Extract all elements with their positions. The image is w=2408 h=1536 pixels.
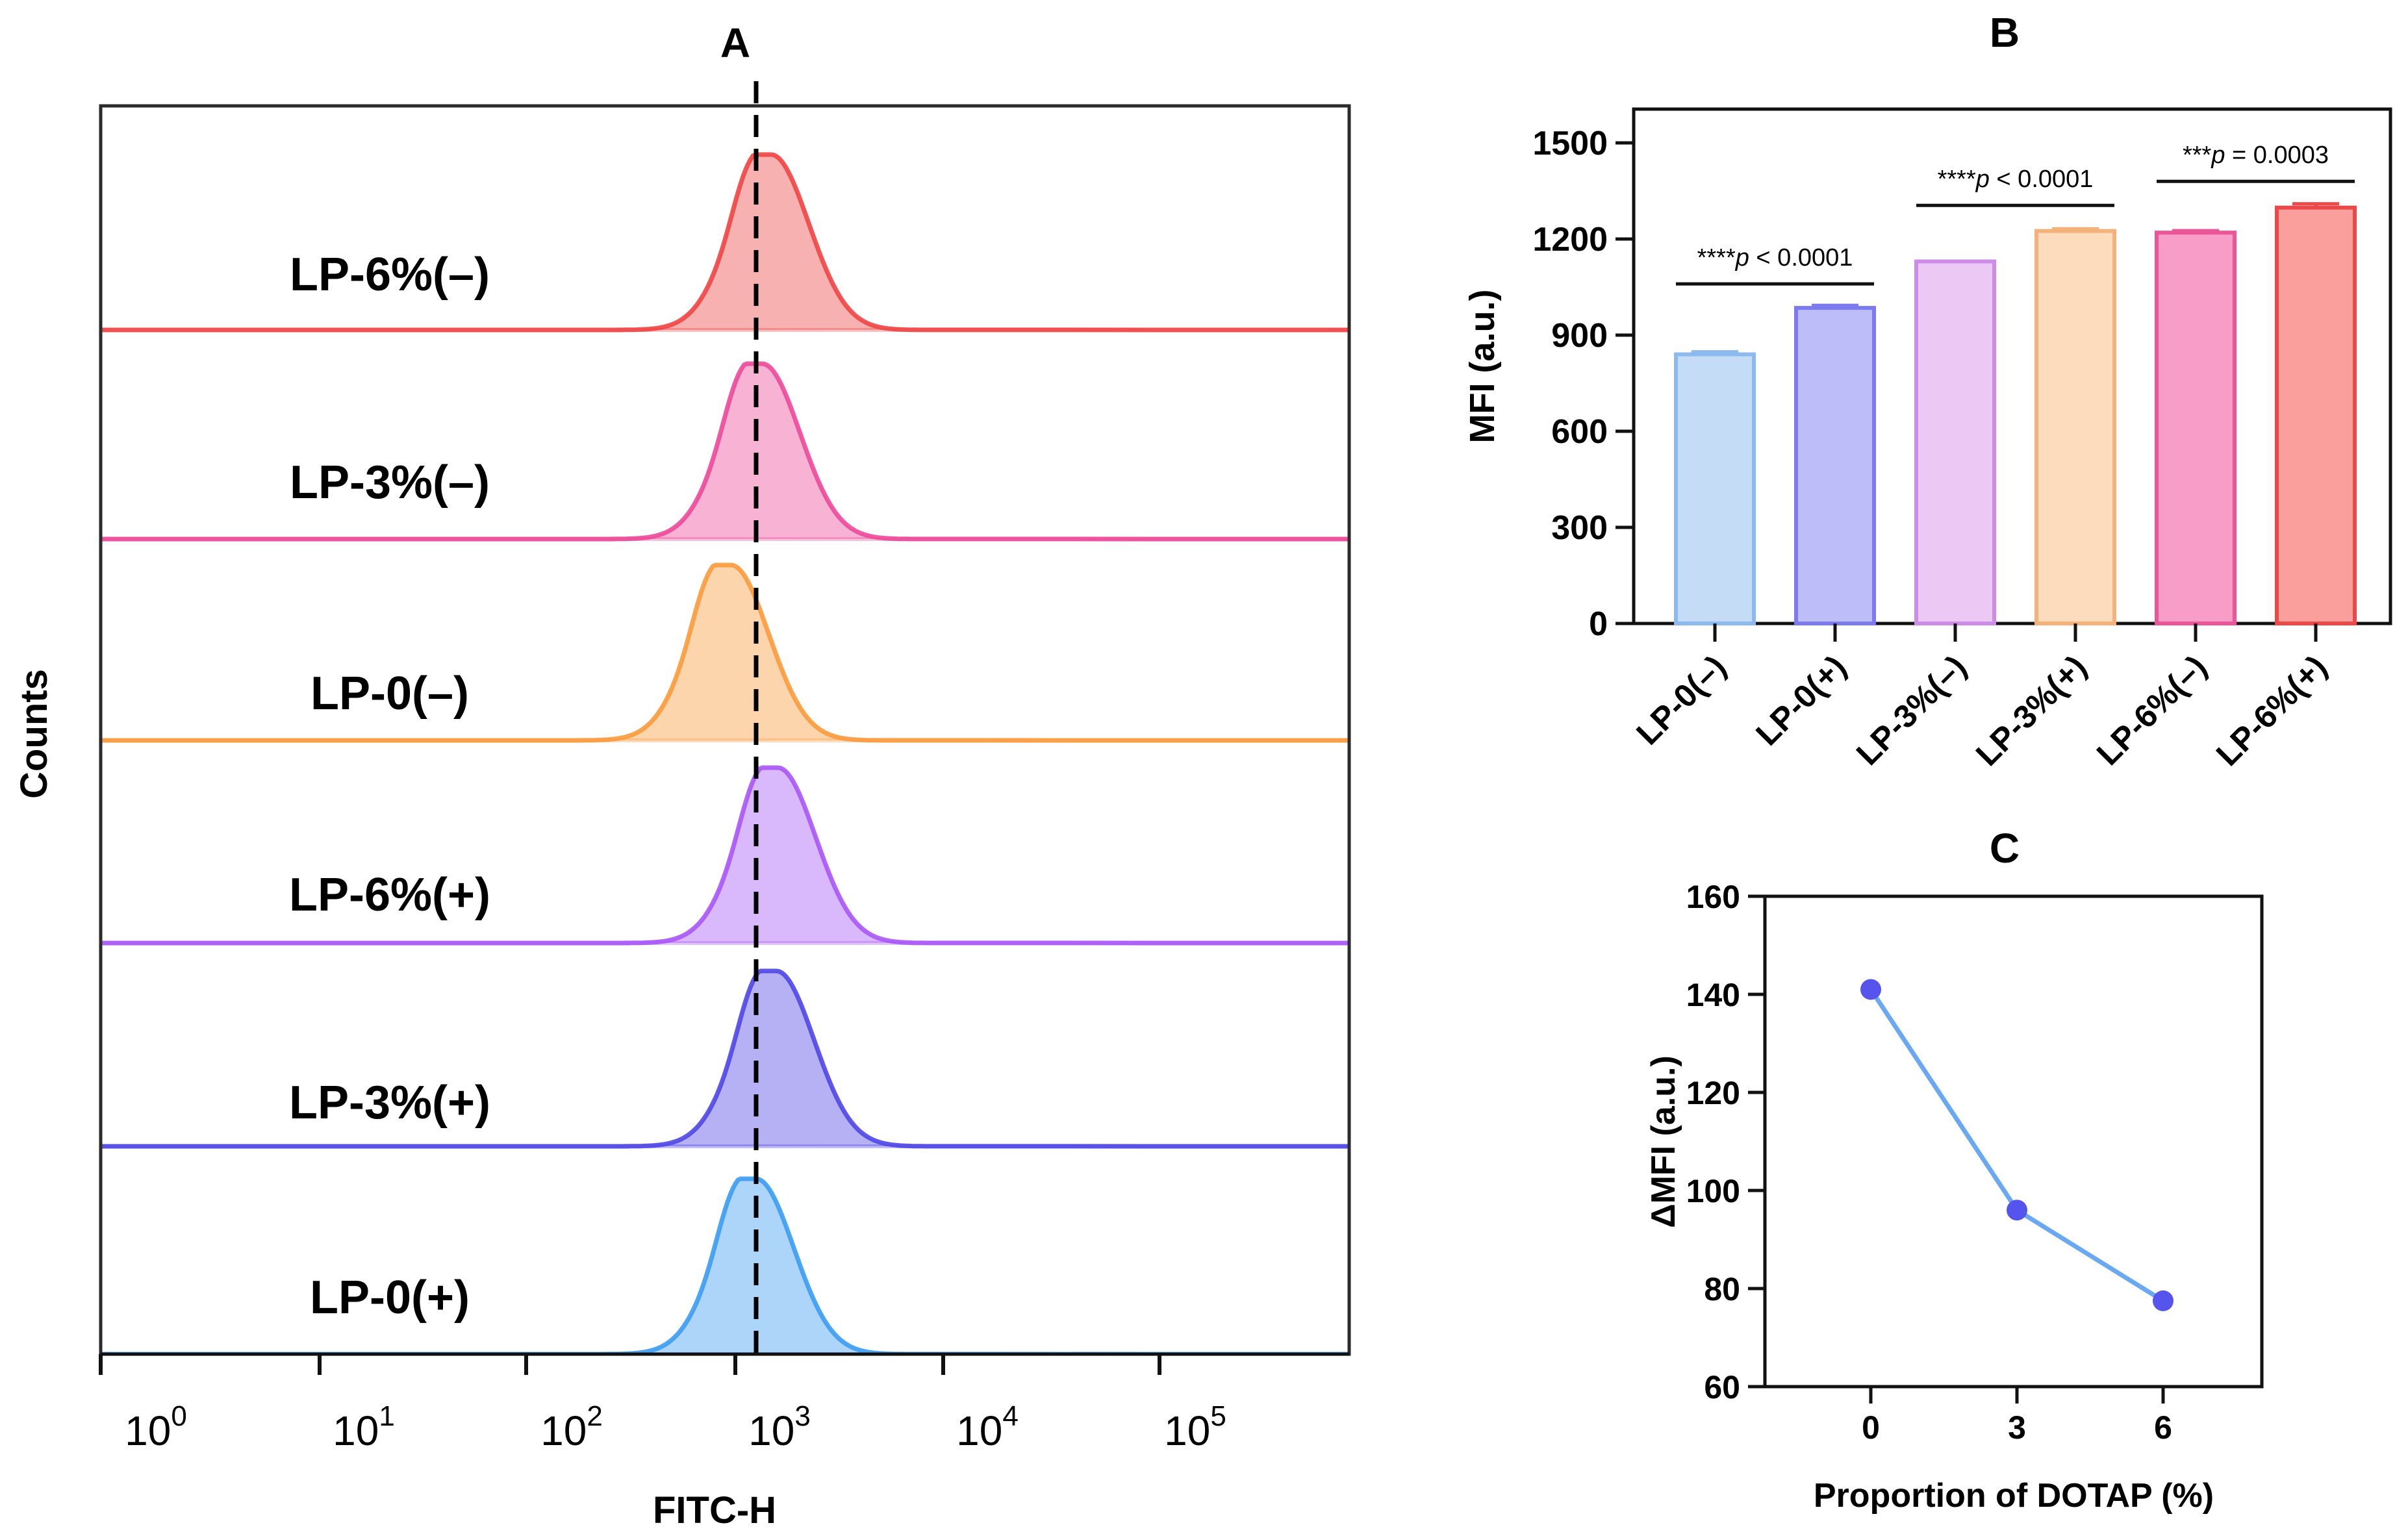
x-tick-label: 104 — [956, 1400, 1019, 1454]
bar-lp-0 — [1674, 352, 1756, 625]
bar-lp-6 — [2155, 231, 2237, 625]
x-tick-label-lp-3: LP-3%(+) — [1969, 648, 2094, 773]
x-tick-label: 0 — [1862, 1409, 1880, 1446]
histogram-fill-lp-6 — [620, 155, 922, 330]
y-tick-label: 100 — [1686, 1173, 1740, 1209]
panel-a-series-labels: LP-6%(–) LP-3%(–) LP-0(–) LP-6%(+) LP-3%(+) L… — [289, 249, 490, 1324]
y-tick-label: 900 — [1551, 317, 1608, 355]
panel-c: C 60 80 100 120 140 160 0 3 6 Proportion of DOTA… — [1645, 825, 2264, 1515]
histogram-fill-lp-3 — [626, 971, 928, 1146]
panel-a-x-axis: 100 101 102 103 104 105 — [99, 1352, 1349, 1454]
panel-c-label: C — [1990, 825, 2020, 872]
histogram-fill-lp-3 — [611, 364, 913, 539]
y-tick-label: 600 — [1551, 413, 1608, 451]
x-tick-label: 6 — [2154, 1409, 2172, 1446]
panel-b-significance: ****p < 0.0001 ****p < 0.0001 ***p = 0.000… — [1676, 142, 2355, 286]
histogram-curve-lp-3 — [101, 361, 1349, 542]
panel-a-x-axis-label: FITC-H — [653, 1489, 776, 1531]
data-point-0 — [1860, 979, 1881, 1000]
series-label-lp-6: LP-6%(–) — [290, 249, 490, 301]
y-tick-label: 1500 — [1532, 125, 1608, 162]
x-tick-label: 101 — [333, 1400, 395, 1454]
histogram-curve-lp-0 — [101, 562, 1349, 743]
y-tick-label: 300 — [1551, 509, 1608, 547]
series-label-lp-3: LP-3%(–) — [290, 457, 490, 509]
data-point-3 — [2007, 1200, 2027, 1221]
panel-b-label: B — [1990, 9, 2020, 56]
y-tick-label: 1200 — [1532, 221, 1608, 258]
series-label-lp-3: LP-3%(+) — [289, 1077, 490, 1129]
panel-c-line — [1860, 979, 2174, 1311]
bar-lp-6 — [2275, 205, 2357, 625]
x-tick-label-lp-0: LP-0(+) — [1749, 648, 1853, 752]
significance-label: ****p < 0.0001 — [1697, 244, 1853, 271]
y-tick-label: 60 — [1704, 1369, 1740, 1405]
x-tick-label: 103 — [748, 1400, 811, 1454]
histogram-fill-lp-6 — [627, 768, 929, 943]
series-label-lp-0: LP-0(–) — [311, 668, 469, 720]
y-tick-label: 0 — [1589, 605, 1608, 643]
panel-c-frame — [1763, 894, 2264, 1389]
x-tick-label-lp-3: LP-3%(–) — [1849, 648, 1973, 772]
panel-a: A LP-6%(–) LP-3%(–) LP-0(–) LP-6%(+) LP-3%(+… — [13, 19, 1351, 1531]
panel-b-y-axis-label: MFI (a.u.) — [1463, 290, 1502, 444]
significance-label: ***p = 0.0003 — [2183, 142, 2329, 169]
histogram-fill-lp-0 — [580, 565, 882, 740]
bar-lp-3 — [1914, 259, 1996, 625]
histogram-curve-lp-6 — [101, 152, 1349, 333]
delta-mfi-line — [1869, 988, 2164, 1303]
histogram-curve-lp-3 — [101, 968, 1349, 1149]
x-tick-label: 102 — [540, 1400, 603, 1454]
x-tick-label-lp-0: LP-0(–) — [1629, 648, 1732, 751]
data-point-6 — [2153, 1290, 2174, 1311]
y-tick-label: 160 — [1686, 879, 1740, 915]
panel-b-bars — [1674, 202, 2357, 625]
series-label-lp-6: LP-6%(+) — [289, 869, 490, 921]
panel-a-y-axis-label: Counts — [13, 669, 55, 799]
bar-lp-3 — [2034, 229, 2116, 625]
series-label-lp-0: LP-0(+) — [310, 1272, 470, 1324]
y-tick-label: 80 — [1704, 1271, 1740, 1307]
y-tick-label: 140 — [1686, 977, 1740, 1013]
panel-b: B LP-0(–) LP-0(+)LP-3%(–)LP-3%(+)LP-6%(–)… — [1463, 9, 2392, 773]
panel-c-y-axis-label: ΔMFI (a.u.) — [1645, 1055, 1682, 1228]
significance-label: ****p < 0.0001 — [1938, 166, 2094, 193]
panel-a-histograms — [101, 152, 1349, 1354]
x-tick-label: 3 — [2008, 1409, 2026, 1446]
x-tick-label: 105 — [1164, 1400, 1226, 1454]
panel-c-axes: 60 80 100 120 140 160 0 3 6 — [1686, 879, 2172, 1446]
x-tick-label-lp-6: LP-6%(–) — [2090, 648, 2214, 772]
panel-a-label: A — [720, 19, 750, 66]
panel-c-x-axis-label: Proportion of DOTAP (%) — [1814, 1477, 2214, 1515]
y-tick-label: 120 — [1686, 1075, 1740, 1111]
histogram-curve-lp-6 — [101, 765, 1349, 946]
x-tick-label-lp-6: LP-6%(+) — [2209, 648, 2334, 773]
panel-b-frame — [1632, 107, 2392, 625]
bar-lp-0 — [1794, 306, 1876, 625]
x-tick-label: 100 — [125, 1400, 187, 1454]
